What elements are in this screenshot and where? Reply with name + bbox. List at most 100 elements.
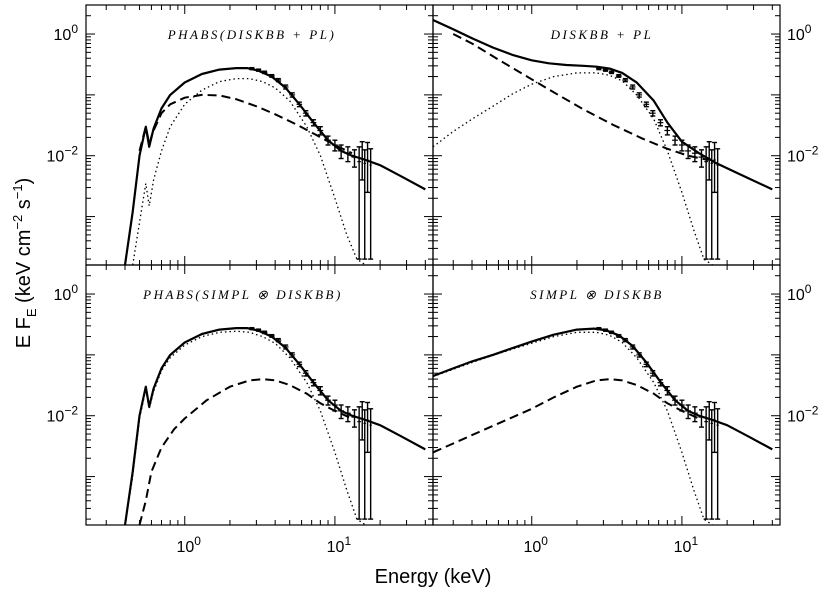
panel-grid <box>85 4 781 526</box>
data-point <box>685 144 692 160</box>
series-diskbb-line <box>433 331 713 525</box>
data-point <box>698 409 705 428</box>
data-point <box>268 333 275 338</box>
data-point <box>709 149 715 260</box>
data-point <box>255 68 262 72</box>
data-point <box>255 328 262 332</box>
data-point <box>282 84 289 90</box>
data-point <box>649 369 656 377</box>
data-point <box>261 70 268 75</box>
data-point <box>325 135 331 146</box>
data-point <box>664 125 671 136</box>
data-point <box>302 369 309 377</box>
data-point <box>596 326 602 331</box>
axis-ticks <box>433 264 780 525</box>
data-point <box>715 408 721 520</box>
data-point <box>649 109 656 117</box>
series-diskbb-line <box>132 77 366 265</box>
panel-1 <box>432 4 781 266</box>
data-point <box>672 395 678 406</box>
panel-title-bottom-right: SIMPL ⊗ DISKBB <box>530 287 664 302</box>
data-point <box>368 148 374 260</box>
data-point <box>602 68 609 72</box>
data-point <box>331 139 338 152</box>
data-point <box>703 146 709 260</box>
series-scattered-line <box>433 378 700 454</box>
data-point <box>615 73 622 78</box>
panel-0 <box>85 4 434 266</box>
data-point <box>596 66 602 71</box>
data-point <box>362 149 368 260</box>
series-powerlaw-line <box>138 93 353 155</box>
data-point <box>344 146 351 163</box>
axis-ticks <box>86 4 433 265</box>
data-point <box>636 92 643 98</box>
data-point <box>691 406 698 423</box>
data-point <box>685 404 692 420</box>
data-point <box>602 328 609 332</box>
data-point <box>317 125 324 136</box>
panel-curves <box>433 18 773 265</box>
panel-frame <box>432 264 781 526</box>
data-point <box>703 406 709 520</box>
y-tick-label-top-left-1e0: 100 <box>54 22 79 44</box>
data-point <box>657 119 664 127</box>
data-point <box>709 409 715 520</box>
data-point <box>249 326 255 331</box>
data-point <box>664 385 671 396</box>
data-point <box>362 409 368 520</box>
data-point <box>365 401 371 454</box>
data-point <box>712 141 718 194</box>
data-point <box>706 401 712 441</box>
panel-3 <box>432 264 781 526</box>
data-point <box>356 406 362 520</box>
x-tick-label-right-1e0: 100 <box>524 534 549 556</box>
data-point <box>712 401 718 454</box>
data-points <box>249 326 374 520</box>
x-tick-label-left-1e1: 101 <box>327 534 352 556</box>
x-tick-label-right-1e1: 101 <box>674 534 699 556</box>
data-point <box>608 330 615 335</box>
series-diskbb-line <box>433 72 713 265</box>
data-point <box>302 109 309 117</box>
panel-title-bottom-left: PHABS(SIMPL ⊗ DISKBB) <box>142 287 343 302</box>
y-tick-label-top-left-1e-2: 10−2 <box>47 144 79 166</box>
y-tick-label-top-right-1e-2: 10−2 <box>787 144 819 166</box>
data-point <box>296 361 303 368</box>
data-point <box>643 101 650 108</box>
data-point <box>698 149 705 168</box>
series-total-line <box>433 18 773 191</box>
data-point <box>678 139 685 152</box>
data-point <box>338 404 345 420</box>
data-point <box>365 141 371 194</box>
panel-curves <box>123 326 426 525</box>
data-point <box>351 409 358 428</box>
data-point <box>289 352 296 358</box>
data-point <box>289 92 296 98</box>
x-axis-title: Energy (keV) <box>375 566 492 588</box>
x-tick-label-left-1e0: 100 <box>177 534 202 556</box>
series-scattered-line <box>138 378 353 525</box>
data-point <box>368 408 374 520</box>
data-point <box>325 395 331 406</box>
y-tick-label-bottom-right-1e0: 100 <box>787 282 812 304</box>
data-point <box>706 141 712 181</box>
data-point <box>338 144 345 160</box>
data-point <box>629 84 636 90</box>
data-point <box>249 66 255 71</box>
data-point <box>359 141 365 181</box>
series-total-line <box>123 66 426 265</box>
data-point <box>657 379 664 387</box>
data-point <box>296 101 303 108</box>
panel-curves <box>123 66 426 265</box>
data-point <box>615 333 622 338</box>
data-point <box>331 399 338 412</box>
data-point <box>622 77 629 83</box>
panel-title-top-right: DISKBB + PL <box>550 27 654 42</box>
data-point <box>310 379 317 387</box>
data-point <box>622 337 629 343</box>
data-point <box>317 385 324 396</box>
y-tick-label-bottom-left-1e-2: 10−2 <box>47 404 79 426</box>
data-point <box>629 344 636 350</box>
